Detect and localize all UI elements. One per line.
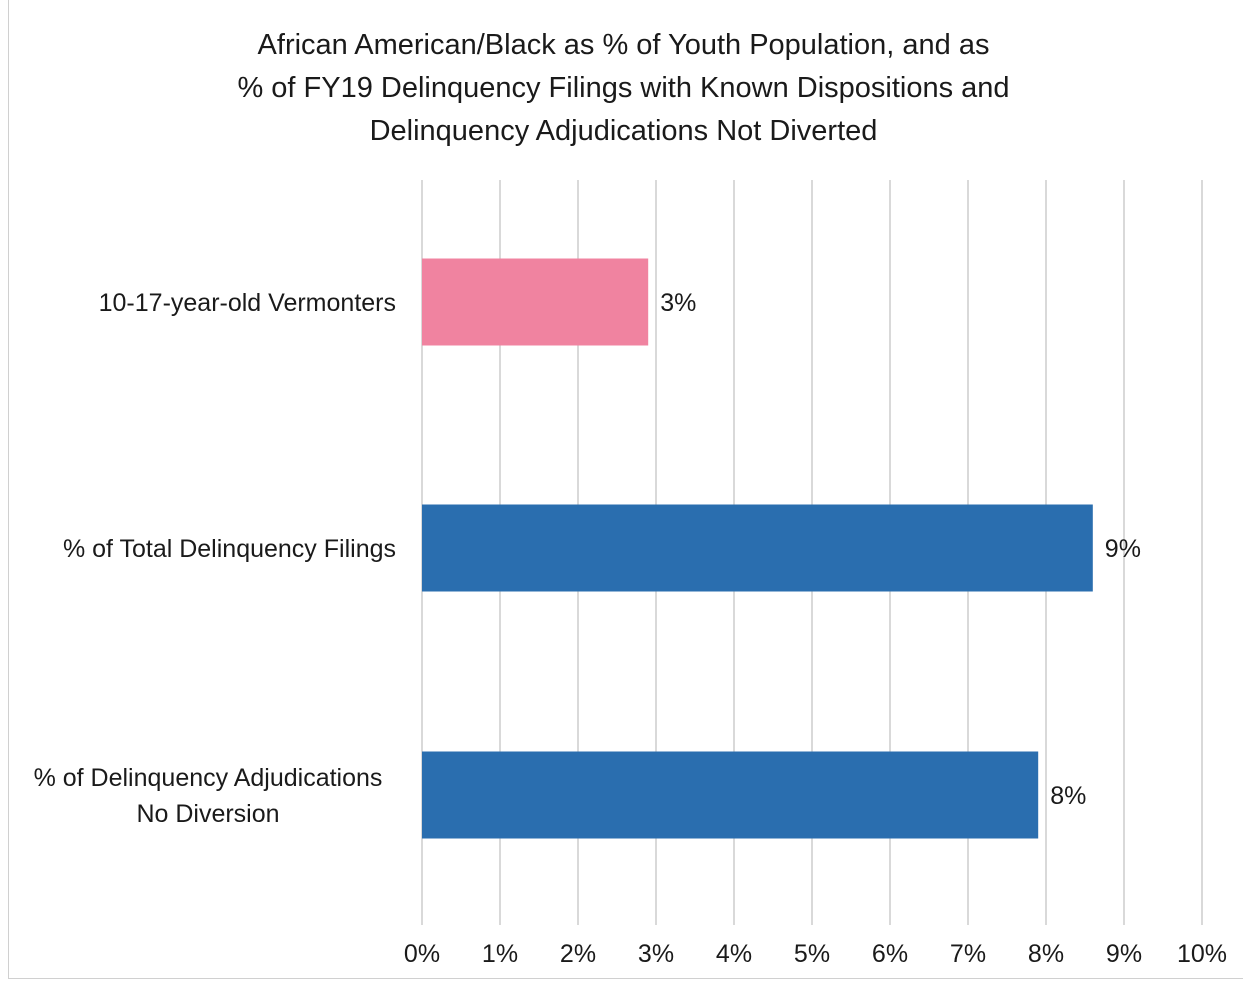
bar-1 bbox=[422, 504, 1093, 592]
x-tick-label-6: 6% bbox=[872, 940, 908, 968]
x-tick-label-10: 10% bbox=[1177, 940, 1227, 968]
category-label-0-line-0: 10-17-year-old Vermonters bbox=[99, 289, 396, 317]
x-tick-label-4: 4% bbox=[716, 940, 752, 968]
chart-title-line-3: Delinquency Adjudications Not Diverted bbox=[369, 115, 878, 147]
x-tick-label-3: 3% bbox=[638, 940, 674, 968]
chart-title: African American/Black as % of Youth Pop… bbox=[0, 24, 1247, 153]
chart-frame bbox=[8, 0, 1243, 979]
x-tick-label-7: 7% bbox=[950, 940, 986, 968]
chart-title-line-1: African American/Black as % of Youth Pop… bbox=[257, 29, 990, 61]
x-tick-label-2: 2% bbox=[560, 940, 596, 968]
data-label-1: 9% bbox=[1105, 535, 1141, 563]
x-tick-label-5: 5% bbox=[794, 940, 830, 968]
category-label-1-line-0: % of Total Delinquency Filings bbox=[63, 535, 396, 563]
chart-title-line-2: % of FY19 Delinquency Filings with Known… bbox=[237, 72, 1010, 104]
bar-0 bbox=[422, 258, 649, 346]
x-tick-label-1: 1% bbox=[482, 940, 518, 968]
category-label-2-line-1: No Diversion bbox=[136, 800, 279, 828]
bar-2 bbox=[422, 751, 1039, 839]
data-label-0: 3% bbox=[660, 289, 696, 317]
x-tick-label-8: 8% bbox=[1028, 940, 1064, 968]
data-label-2: 8% bbox=[1050, 782, 1086, 810]
x-tick-label-9: 9% bbox=[1106, 940, 1142, 968]
x-tick-label-0: 0% bbox=[404, 940, 440, 968]
category-label-2-line-0: % of Delinquency Adjudications bbox=[34, 764, 383, 792]
